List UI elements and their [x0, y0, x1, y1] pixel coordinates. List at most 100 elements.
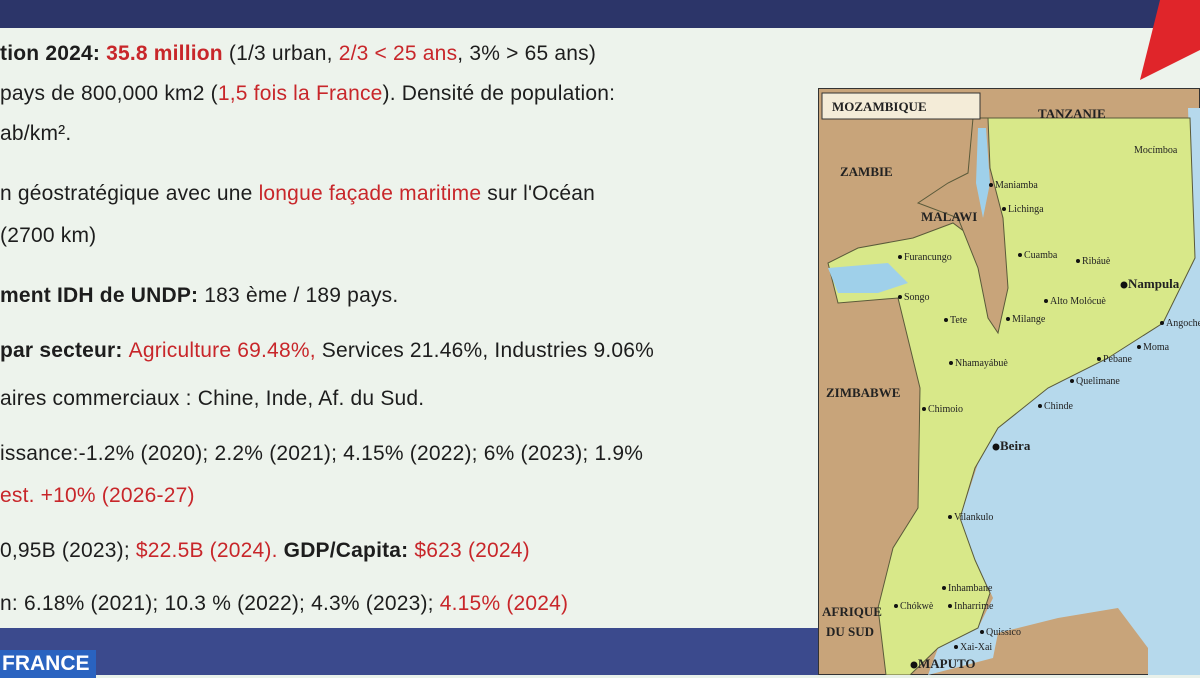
city-dot	[1018, 253, 1022, 257]
map-label: Ribáuè	[1082, 256, 1111, 267]
city-dot	[1160, 321, 1164, 325]
city-dot	[1120, 281, 1128, 289]
text-segment: $22.5B (2024).	[135, 539, 278, 562]
city-dot	[948, 604, 952, 608]
map-label: Songo	[904, 292, 930, 303]
bullet-line: aires commerciaux : Chine, Inde, Af. du …	[0, 387, 424, 411]
map-label: Tete	[950, 315, 968, 326]
text-segment: ment IDH de UNDP:	[0, 284, 199, 307]
footer-label: FRANCE	[0, 650, 96, 678]
map-label: Nhamayábuè	[955, 358, 1008, 369]
map-label: ZIMBABWE	[826, 385, 900, 400]
map-label: Nampula	[1128, 276, 1180, 291]
bullet-line: ab/km².	[0, 122, 71, 146]
city-dot	[980, 630, 984, 634]
map-label: Cuamba	[1024, 250, 1058, 261]
map-label: Vilankulo	[954, 512, 993, 523]
city-dot	[949, 361, 953, 365]
map-label: AFRIQUE	[822, 604, 882, 619]
map-label: Maniamba	[995, 180, 1038, 191]
city-dot	[1076, 259, 1080, 263]
text-segment: pays de 800,000 km2 (	[0, 82, 218, 105]
text-segment: Agriculture 69.48%,	[128, 339, 316, 362]
map-label: Mocímboa	[1134, 145, 1178, 156]
map-label: Furancungo	[904, 252, 952, 263]
text-segment: n géostratégique avec une	[0, 182, 259, 205]
city-dot	[944, 318, 948, 322]
bullet-line: ment IDH de UNDP: 183 ème / 189 pays.	[0, 284, 398, 308]
text-segment: n: 6.18% (2021); 10.3 % (2022); 4.3% (20…	[0, 592, 440, 615]
map-label: Beira	[1000, 438, 1031, 453]
text-segment: $623 (2024)	[414, 539, 530, 562]
text-segment: 2/3 < 25 ans	[338, 42, 458, 65]
text-segment: sur l'Océan	[481, 182, 596, 205]
bullet-line: 0,95B (2023); $22.5B (2024). GDP/Capita:…	[0, 539, 530, 563]
map-label: Milange	[1012, 314, 1046, 325]
map-label: Alto Molócuè	[1050, 296, 1106, 307]
map-label: Quissico	[986, 627, 1021, 638]
text-segment: (1/3 urban,	[222, 42, 339, 65]
city-dot	[1044, 299, 1048, 303]
city-dot	[942, 586, 946, 590]
text-segment: 4.15% (2024)	[439, 592, 569, 615]
city-dot	[989, 183, 993, 187]
map-label: Chimoio	[928, 404, 963, 415]
map-label: Moma	[1143, 342, 1170, 353]
map-label: DU SUD	[826, 624, 874, 639]
corner-decoration	[1140, 0, 1200, 80]
map: MOZAMBIQUE TANZANIE ZAMBIE MALAWI Lichinga M…	[818, 88, 1200, 675]
bullet-line: pays de 800,000 km2 (1,5 fois la France)…	[0, 82, 615, 106]
map-label: TANZANIE	[1038, 106, 1106, 121]
city-dot	[898, 295, 902, 299]
map-label: MALAWI	[921, 209, 977, 224]
bullet-line: issance:-1.2% (2020); 2.2% (2021); 4.15%…	[0, 442, 643, 466]
city-dot	[948, 515, 952, 519]
city-dot	[910, 661, 918, 669]
text-segment: ab/km².	[0, 122, 72, 145]
text-segment: 183 ème / 189 pays.	[198, 284, 399, 307]
map-label: Chókwè	[900, 601, 934, 612]
text-segment: Services 21.46%, Industries 9.06%	[315, 339, 655, 362]
text-segment: par secteur:	[0, 339, 129, 362]
map-label: Chinde	[1044, 401, 1073, 412]
map-label: MAPUTO	[918, 656, 976, 671]
map-label: ZAMBIE	[840, 164, 893, 179]
bullet-line: n géostratégique avec une longue façade …	[0, 182, 595, 206]
city-dot	[1038, 404, 1042, 408]
text-segment: , 3% > 65 ans)	[457, 42, 597, 65]
text-segment: est. +10% (2026-27)	[0, 484, 195, 507]
text-segment: ). Densité de population:	[382, 82, 616, 105]
city-dot	[954, 645, 958, 649]
map-title: MOZAMBIQUE	[832, 99, 927, 114]
map-label: Lichinga	[1008, 204, 1044, 215]
text-segment: aires commerciaux : Chine, Inde, Af. du …	[0, 387, 425, 410]
map-label: Angoche	[1166, 318, 1200, 329]
city-dot	[1097, 357, 1101, 361]
bullet-line: est. +10% (2026-27)	[0, 484, 195, 508]
bullet-line: (2700 km)	[0, 224, 96, 248]
city-dot	[1002, 207, 1006, 211]
bullet-line: tion 2024: 35.8 million (1/3 urban, 2/3 …	[0, 42, 596, 66]
map-label: Inharrime	[954, 601, 994, 612]
bullet-line: n: 6.18% (2021); 10.3 % (2022); 4.3% (20…	[0, 592, 568, 616]
bullet-line: par secteur: Agriculture 69.48%, Service…	[0, 339, 654, 363]
map-label: Inhambane	[948, 583, 993, 594]
text-segment: 1,5 fois la France	[217, 82, 383, 105]
text-segment: (2700 km)	[0, 224, 97, 247]
map-label: Quelimane	[1076, 376, 1120, 387]
text-segment: 0,95B (2023);	[0, 539, 136, 562]
map-label: Xai-Xai	[960, 642, 992, 653]
city-dot	[1006, 317, 1010, 321]
top-band	[0, 0, 1200, 28]
text-segment: 35.8 million	[106, 42, 223, 65]
city-dot	[898, 255, 902, 259]
text-segment: longue façade maritime	[258, 182, 482, 205]
text-segment: issance:-1.2% (2020); 2.2% (2021); 4.15%…	[0, 442, 644, 465]
map-label: Pebane	[1103, 354, 1132, 365]
city-dot	[1070, 379, 1074, 383]
city-dot	[992, 443, 1000, 451]
text-segment: GDP/Capita:	[277, 539, 415, 562]
city-dot	[894, 604, 898, 608]
city-dot	[1137, 345, 1141, 349]
